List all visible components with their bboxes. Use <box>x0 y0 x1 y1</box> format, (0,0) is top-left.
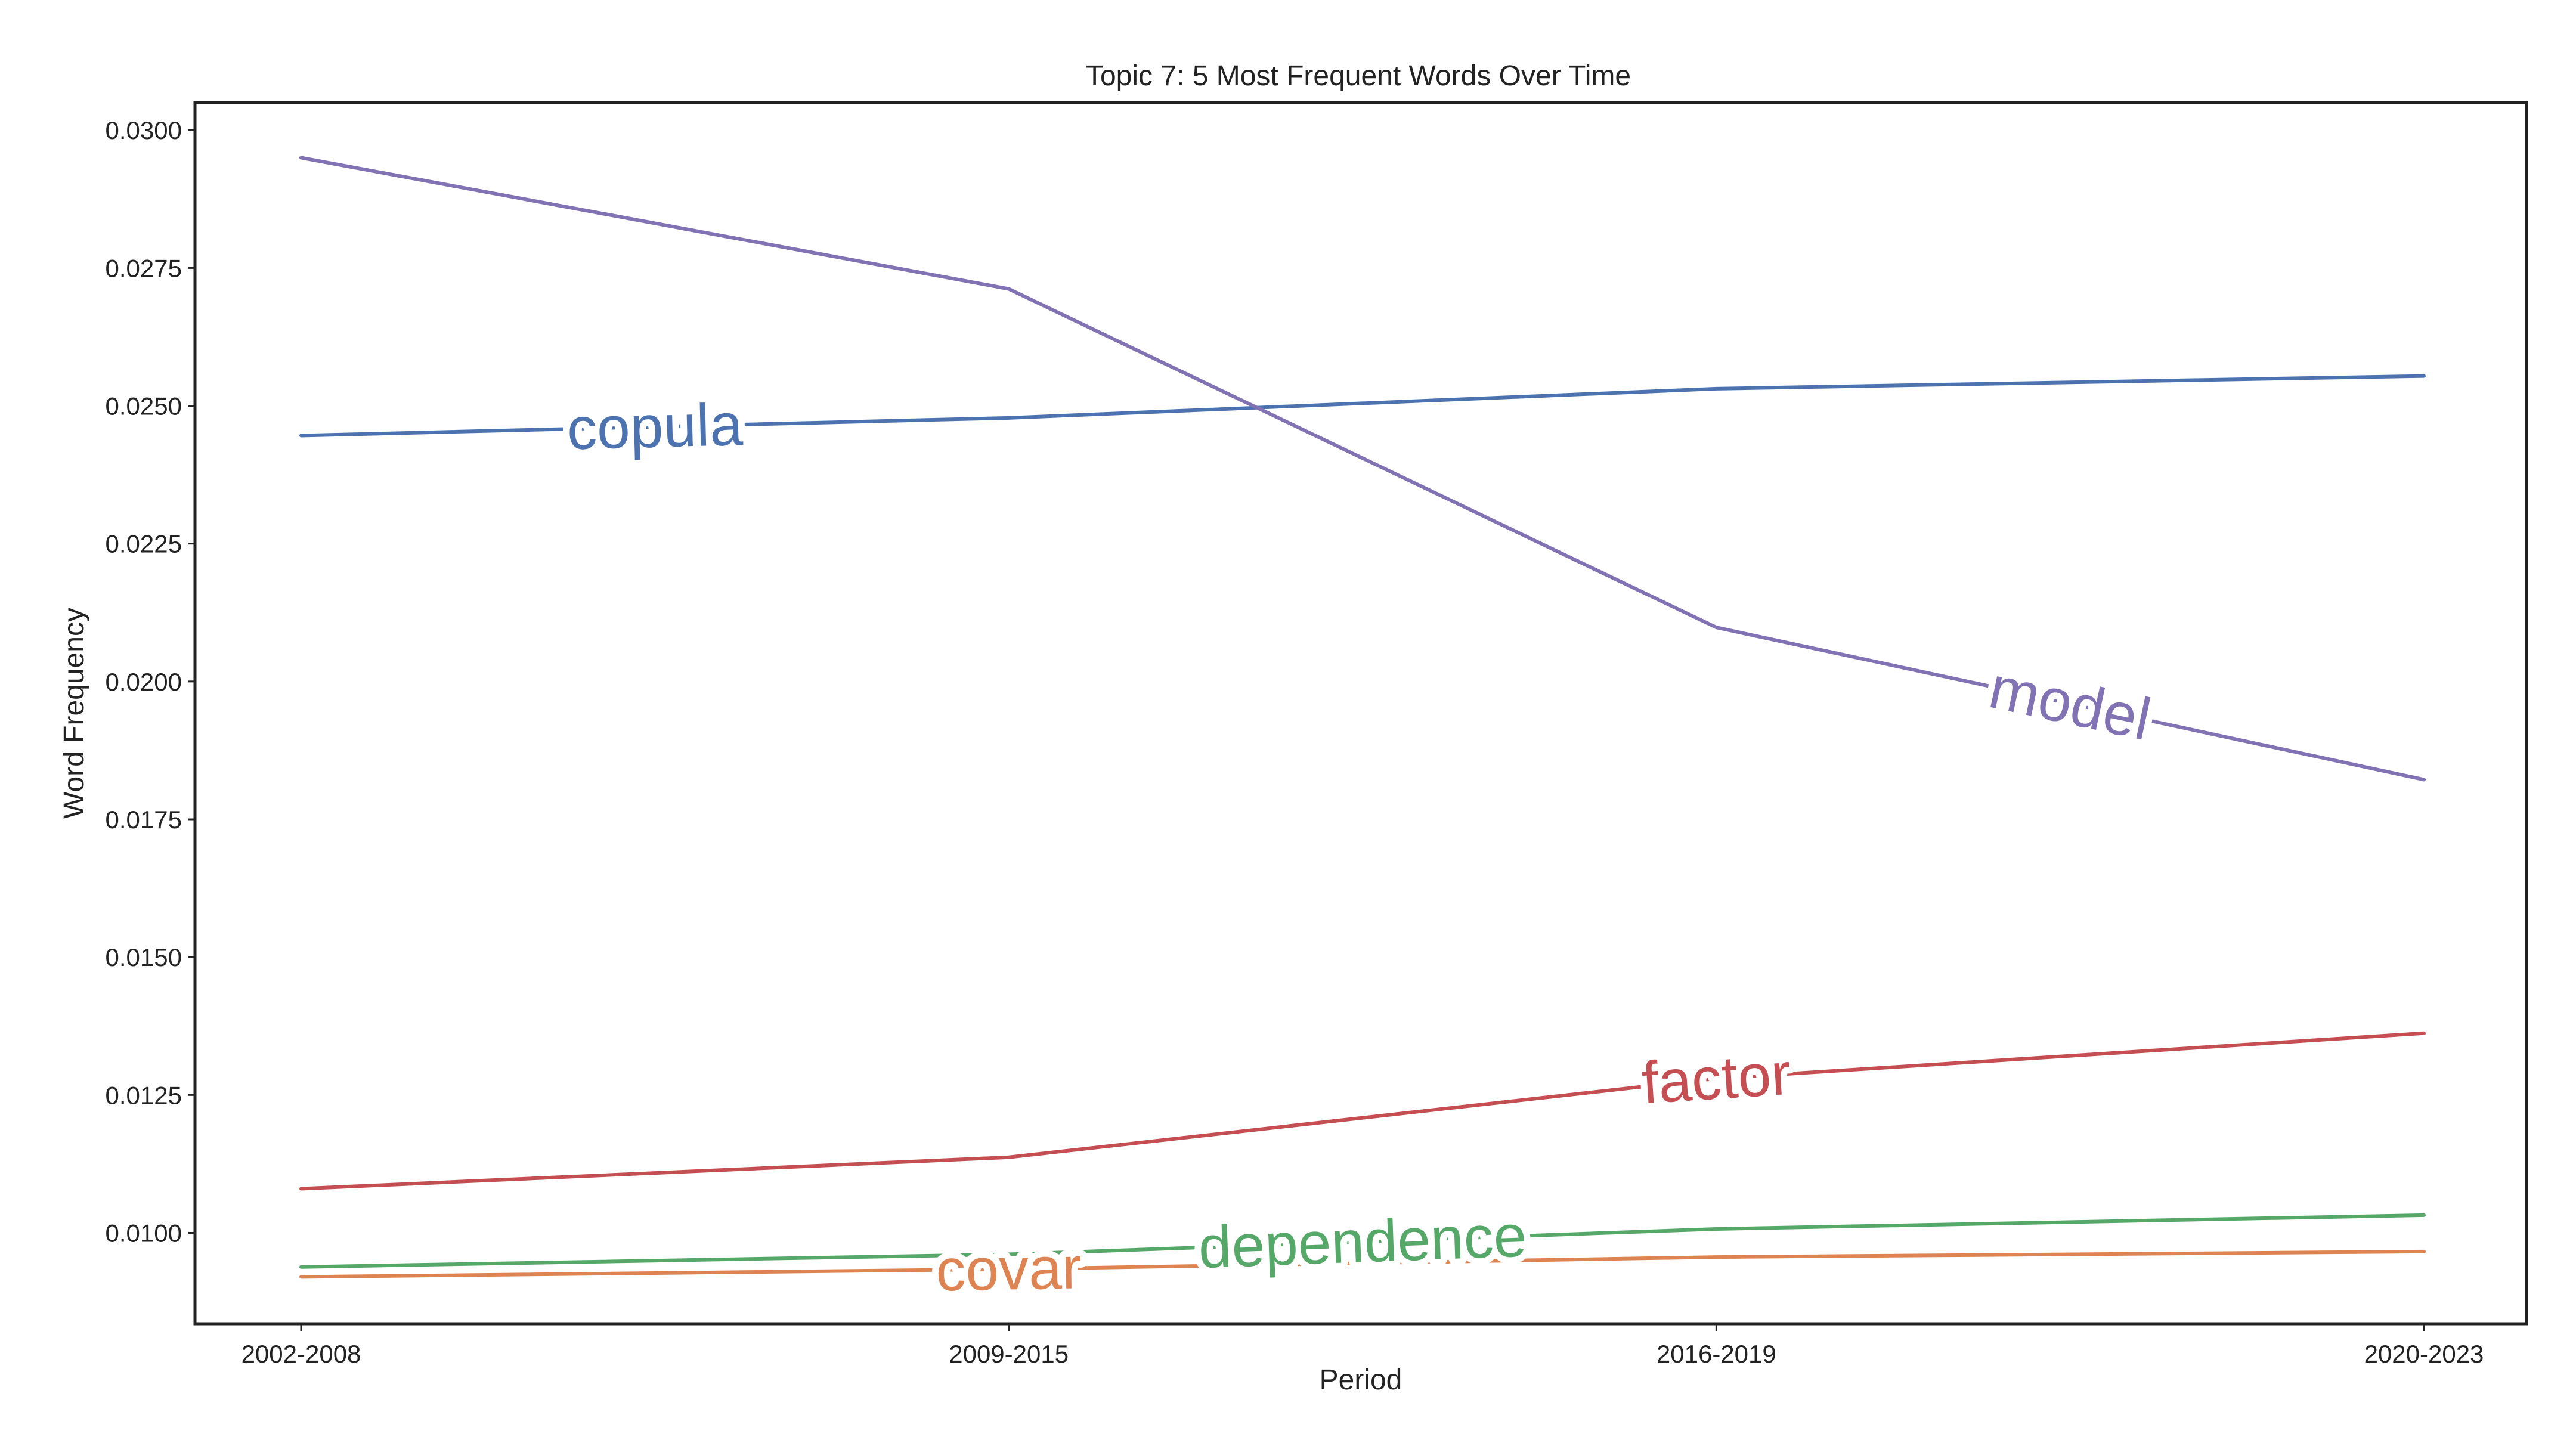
y-tick-label: 0.0250 <box>106 392 182 420</box>
y-tick-label: 0.0300 <box>106 116 182 144</box>
chart-title: Topic 7: 5 Most Frequent Words Over Time <box>1086 60 1631 92</box>
series-label-copula: copula <box>566 391 744 462</box>
x-tick-label: 2016-2019 <box>1657 1340 1776 1368</box>
series-label-factor: factor <box>1640 1041 1793 1117</box>
y-tick-label: 0.0150 <box>106 943 182 971</box>
x-axis-label: Period <box>1320 1364 1402 1396</box>
series-label-covar: covar <box>935 1234 1082 1304</box>
y-tick-label: 0.0175 <box>106 806 182 834</box>
series-line-factor <box>299 1031 2426 1191</box>
y-tick-label: 0.0275 <box>106 254 182 282</box>
series-line-model <box>299 156 2426 782</box>
series-line-covar <box>299 1249 2426 1279</box>
y-axis-ticks: 0.0100 0.0125 0.0150 0.0175 0.0200 0.0225 0.02… <box>106 116 195 1247</box>
x-axis-ticks: 2002-2008 2009-2015 2016-2019 2020-2023 <box>242 1324 2484 1368</box>
x-tick-label: 2002-2008 <box>242 1340 361 1368</box>
series-lines <box>299 156 2426 1279</box>
y-tick-label: 0.0125 <box>106 1081 182 1109</box>
x-tick-label: 2020-2023 <box>2364 1340 2484 1368</box>
plot-frame <box>193 101 2528 1326</box>
series-line-dependence <box>299 1213 2426 1269</box>
y-tick-label: 0.0100 <box>106 1219 182 1247</box>
y-axis-label: Word Frequency <box>58 608 90 819</box>
series-label-model: model <box>1984 654 2157 753</box>
series-line-copula <box>299 374 2426 438</box>
x-tick-label: 2009-2015 <box>949 1340 1069 1368</box>
y-tick-label: 0.0200 <box>106 668 182 696</box>
series-label-dependence: dependence <box>1197 1202 1528 1281</box>
y-tick-label: 0.0225 <box>106 530 182 558</box>
